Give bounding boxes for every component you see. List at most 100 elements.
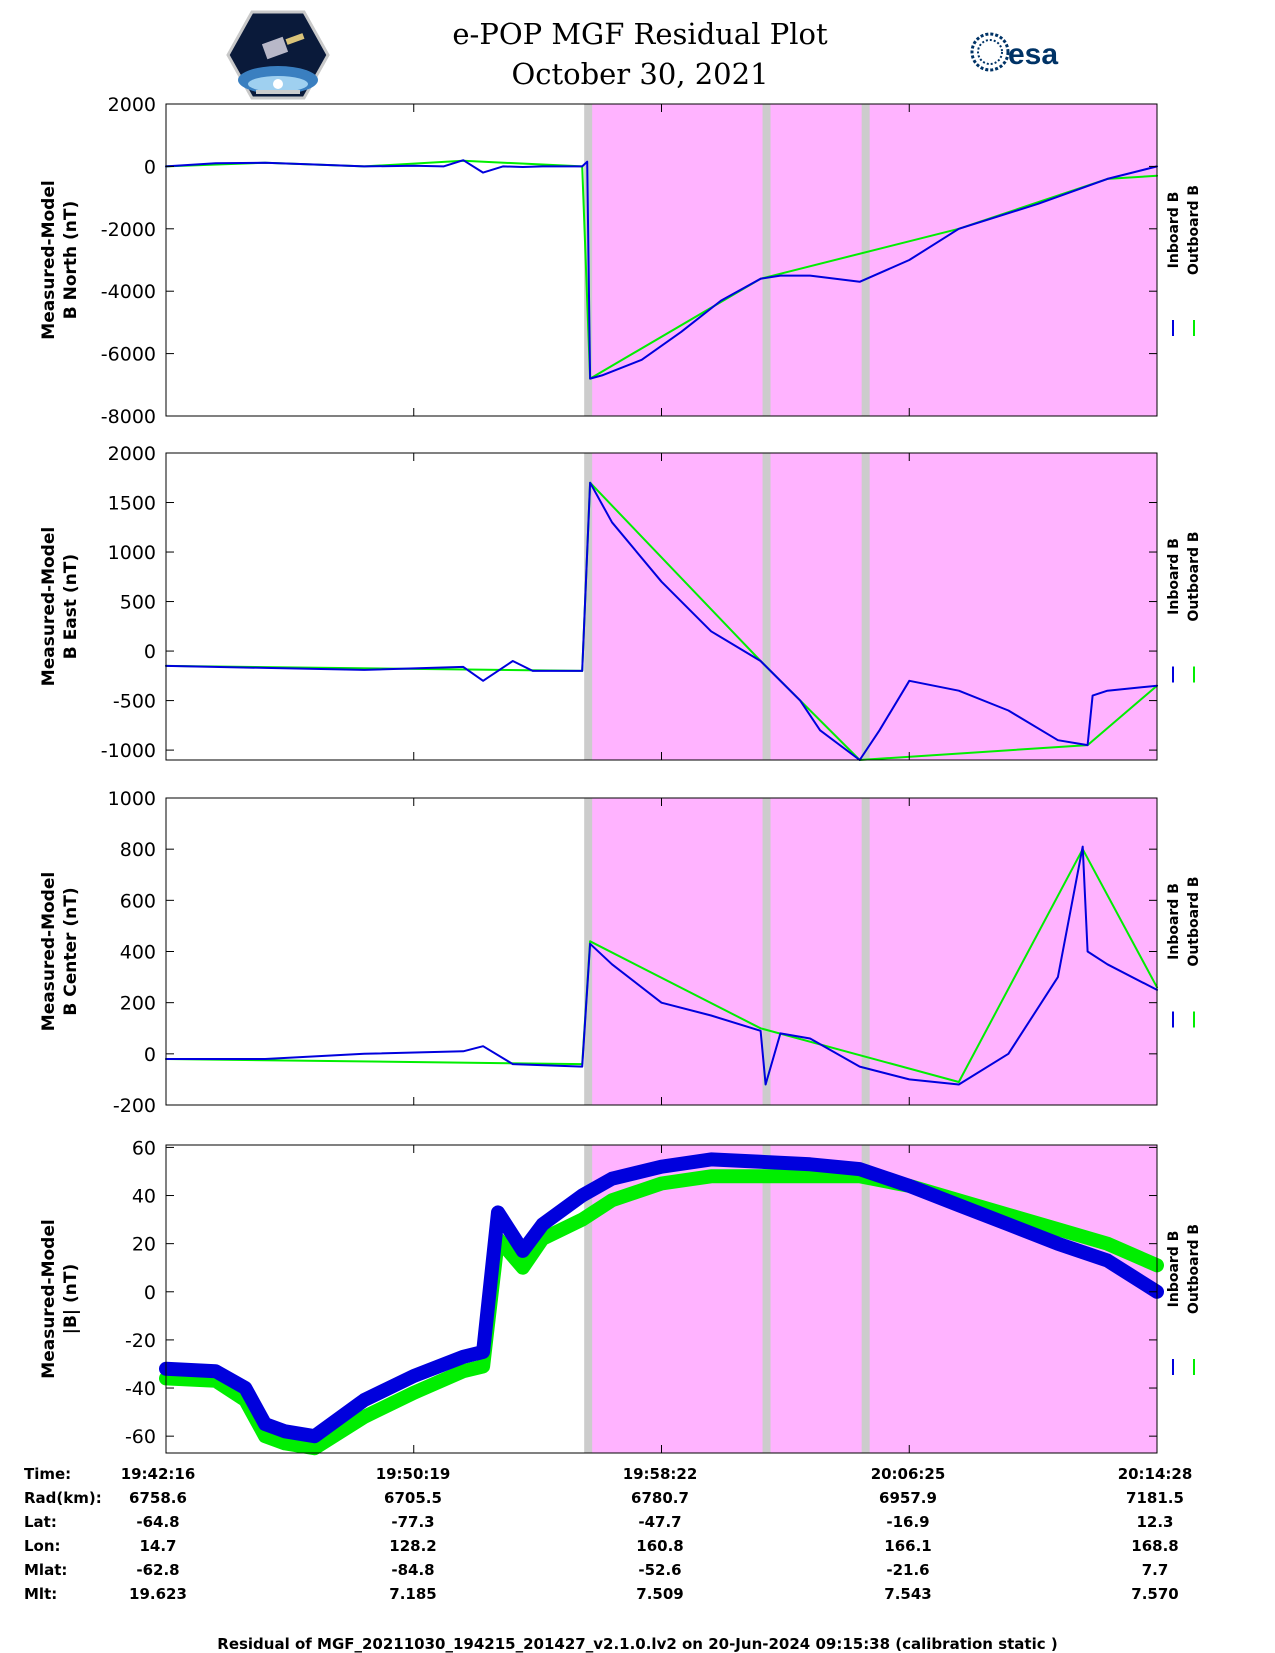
footer-value: 6705.5	[384, 1489, 442, 1507]
footnote: Residual of MGF_20211030_194215_201427_v…	[217, 1635, 1058, 1653]
y-tick-label: -40	[125, 1378, 156, 1400]
footer-value: -47.7	[638, 1513, 682, 1531]
footer-value: -64.8	[136, 1513, 180, 1531]
footer-value: 7.185	[389, 1585, 437, 1603]
y-axis-label: Measured-Model B Center (nT)	[39, 872, 81, 1031]
y-tick-label: -2000	[101, 219, 156, 241]
legend-label: Inboard B Outboard B	[1166, 185, 1202, 275]
gap-band	[584, 1145, 593, 1453]
footer-value: 7.509	[636, 1585, 684, 1603]
footer-value: 20:06:25	[870, 1465, 946, 1483]
footer-value: 14.7	[139, 1537, 177, 1555]
y-axis-label-line: Measured-Model	[39, 180, 59, 339]
shaded-region	[590, 453, 1157, 760]
footer-value: 166.1	[884, 1537, 932, 1555]
footer-value: -84.8	[391, 1561, 435, 1579]
y-axis-label-line: Measured-Model	[39, 872, 59, 1031]
gap-band	[861, 104, 870, 416]
y-axis-label-line: Measured-Model	[39, 1219, 59, 1378]
y-tick-label: 2000	[108, 443, 156, 465]
y-axis-label-line: B East (nT)	[61, 554, 81, 659]
gap-band	[762, 1145, 771, 1453]
footer-value: 19:42:16	[120, 1465, 196, 1483]
y-tick-label: -60	[125, 1426, 156, 1448]
footer-value: 7.7	[1141, 1561, 1169, 1579]
y-tick-label: 0	[144, 1044, 156, 1066]
footer-value: 6780.7	[631, 1489, 689, 1507]
legend-outboard-label: Outboard B	[1186, 876, 1202, 966]
footer-label-mlt: Mlt:	[24, 1585, 58, 1603]
footer-value: 19:58:22	[622, 1465, 698, 1483]
gap-band	[762, 798, 771, 1105]
inboard-series-line	[159, 1152, 1164, 1444]
legend-inboard-label: Inboard B	[1166, 192, 1182, 269]
legend-label: Inboard B Outboard B	[1166, 531, 1202, 621]
inboard-series-line	[165, 481, 1158, 761]
footer-value: 7.543	[884, 1585, 932, 1603]
footer-value: -62.8	[136, 1561, 180, 1579]
chart-subtitle: October 30, 2021	[511, 57, 769, 91]
y-tick-label: 400	[120, 942, 156, 964]
footer-value: 168.8	[1131, 1537, 1179, 1555]
footer-value: 7.570	[1131, 1585, 1179, 1603]
esa-logo-text: esa	[1008, 38, 1058, 71]
gap-band	[861, 798, 870, 1105]
gap-band	[861, 453, 870, 760]
y-tick-label: 0	[144, 156, 156, 178]
footer-label-rad: Rad(km):	[24, 1489, 102, 1507]
y-tick-label: 0	[144, 641, 156, 663]
footer-value: -16.9	[886, 1513, 930, 1531]
cassiope-logo	[226, 10, 330, 100]
legend-outboard-label: Outboard B	[1186, 1224, 1202, 1314]
y-tick-label: 200	[120, 993, 156, 1015]
y-tick-label: 600	[120, 890, 156, 912]
y-tick-label: 2000	[108, 94, 156, 116]
gap-band	[584, 798, 593, 1105]
y-tick-label: -200	[113, 1095, 156, 1117]
footer-label-lat: Lat:	[24, 1513, 57, 1531]
gap-band	[762, 104, 771, 416]
y-axis-label: Measured-Model B East (nT)	[39, 527, 81, 686]
y-tick-label: -6000	[101, 344, 156, 366]
y-tick-label: -1000	[101, 740, 156, 762]
gap-band	[584, 453, 593, 760]
y-tick-label: 1000	[108, 788, 156, 810]
y-axis-label-line: |B| (nT)	[61, 1264, 81, 1335]
footer-value: 20:14:28	[1117, 1465, 1193, 1483]
y-axis-label: Measured-Model B North (nT)	[39, 180, 81, 339]
y-tick-label: 800	[120, 839, 156, 861]
esa-logo: esa	[970, 32, 1058, 72]
y-axis-label-line: Measured-Model	[39, 527, 59, 686]
footer-value: 19.623	[129, 1585, 187, 1603]
y-tick-label: -20	[125, 1330, 156, 1352]
legend-label: Inboard B Outboard B	[1166, 1224, 1202, 1314]
y-axis-label-line: B North (nT)	[61, 201, 81, 320]
legend-label: Inboard B Outboard B	[1166, 876, 1202, 966]
legend-inboard-label: Inboard B	[1166, 883, 1182, 960]
y-axis-label: Measured-Model |B| (nT)	[39, 1219, 81, 1378]
footer-label-time: Time:	[24, 1465, 72, 1483]
inboard-series-line	[165, 159, 1158, 380]
chart-title: e-POP MGF Residual Plot	[452, 17, 828, 51]
footer-value: 7181.5	[1126, 1489, 1184, 1507]
footer-value: 6758.6	[129, 1489, 187, 1507]
footer-value: -77.3	[391, 1513, 435, 1531]
legend-inboard-label: Inboard B	[1166, 538, 1182, 615]
y-tick-label: 0	[144, 1282, 156, 1304]
y-tick-label: 500	[120, 592, 156, 614]
footer-value: 6957.9	[879, 1489, 937, 1507]
footer-value: 19:50:19	[375, 1465, 451, 1483]
y-tick-label: 20	[132, 1234, 156, 1256]
footer-value: -52.6	[638, 1561, 682, 1579]
y-axis-label-line: B Center (nT)	[61, 887, 81, 1015]
legend-inboard-label: Inboard B	[1166, 1231, 1182, 1308]
y-tick-label: 60	[132, 1137, 156, 1159]
y-tick-label: 40	[132, 1186, 156, 1208]
footer-value: 128.2	[389, 1537, 437, 1555]
shaded-region	[590, 1145, 1157, 1453]
y-tick-label: 1000	[108, 542, 156, 564]
gap-band	[762, 453, 771, 760]
footer-label-mlat: Mlat:	[24, 1561, 68, 1579]
legend-outboard-label: Outboard B	[1186, 531, 1202, 621]
